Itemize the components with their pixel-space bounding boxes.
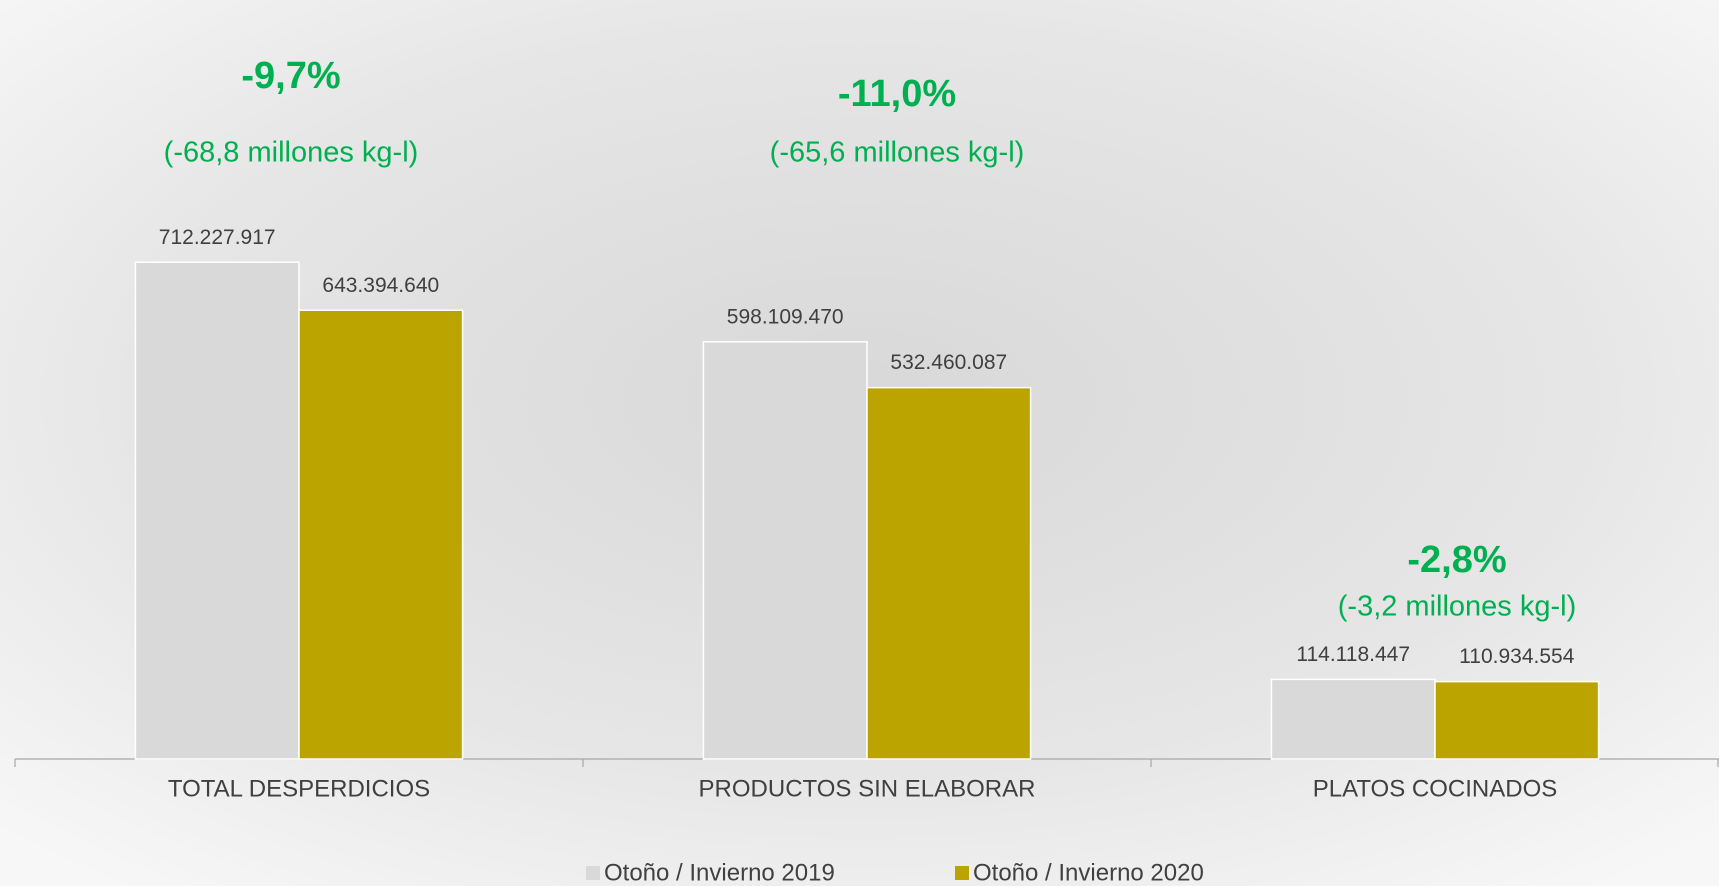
change-annotation: -11,0% <box>838 73 956 115</box>
change-annotation: -9,7% <box>241 55 340 97</box>
x-tick-label: PRODUCTOS SIN ELABORAR <box>699 775 1036 802</box>
x-tick-label: PLATOS COCINADOS <box>1313 775 1558 802</box>
value-label: 598.109.470 <box>727 305 844 328</box>
value-label: 110.934.554 <box>1459 645 1575 668</box>
bar <box>135 262 299 759</box>
value-label: 114.118.447 <box>1296 643 1410 666</box>
legend-swatch <box>586 866 600 880</box>
chart: TOTAL DESPERDICIOS 712.227.917 643.394.640… <box>0 0 1719 886</box>
value-label: 712.227.917 <box>159 226 276 249</box>
bar <box>1435 682 1599 759</box>
change-annotation: -2,8% <box>1407 539 1506 581</box>
detail-annotation: (-68,8 millones kg-l) <box>164 137 419 169</box>
value-label: 643.394.640 <box>322 274 439 297</box>
legend-swatch <box>955 866 969 880</box>
legend-label: Otoño / Invierno 2020 <box>973 859 1204 886</box>
legend-label: Otoño / Invierno 2019 <box>604 859 835 886</box>
detail-annotation: (-65,6 millones kg-l) <box>770 137 1025 169</box>
bar <box>703 342 867 759</box>
x-tick-label: TOTAL DESPERDICIOS <box>168 775 430 802</box>
detail-annotation: (-3,2 millones kg-l) <box>1338 591 1577 623</box>
bar <box>867 388 1031 759</box>
bar <box>299 310 463 759</box>
bar <box>1271 679 1435 759</box>
value-label: 532.460.087 <box>890 351 1007 374</box>
